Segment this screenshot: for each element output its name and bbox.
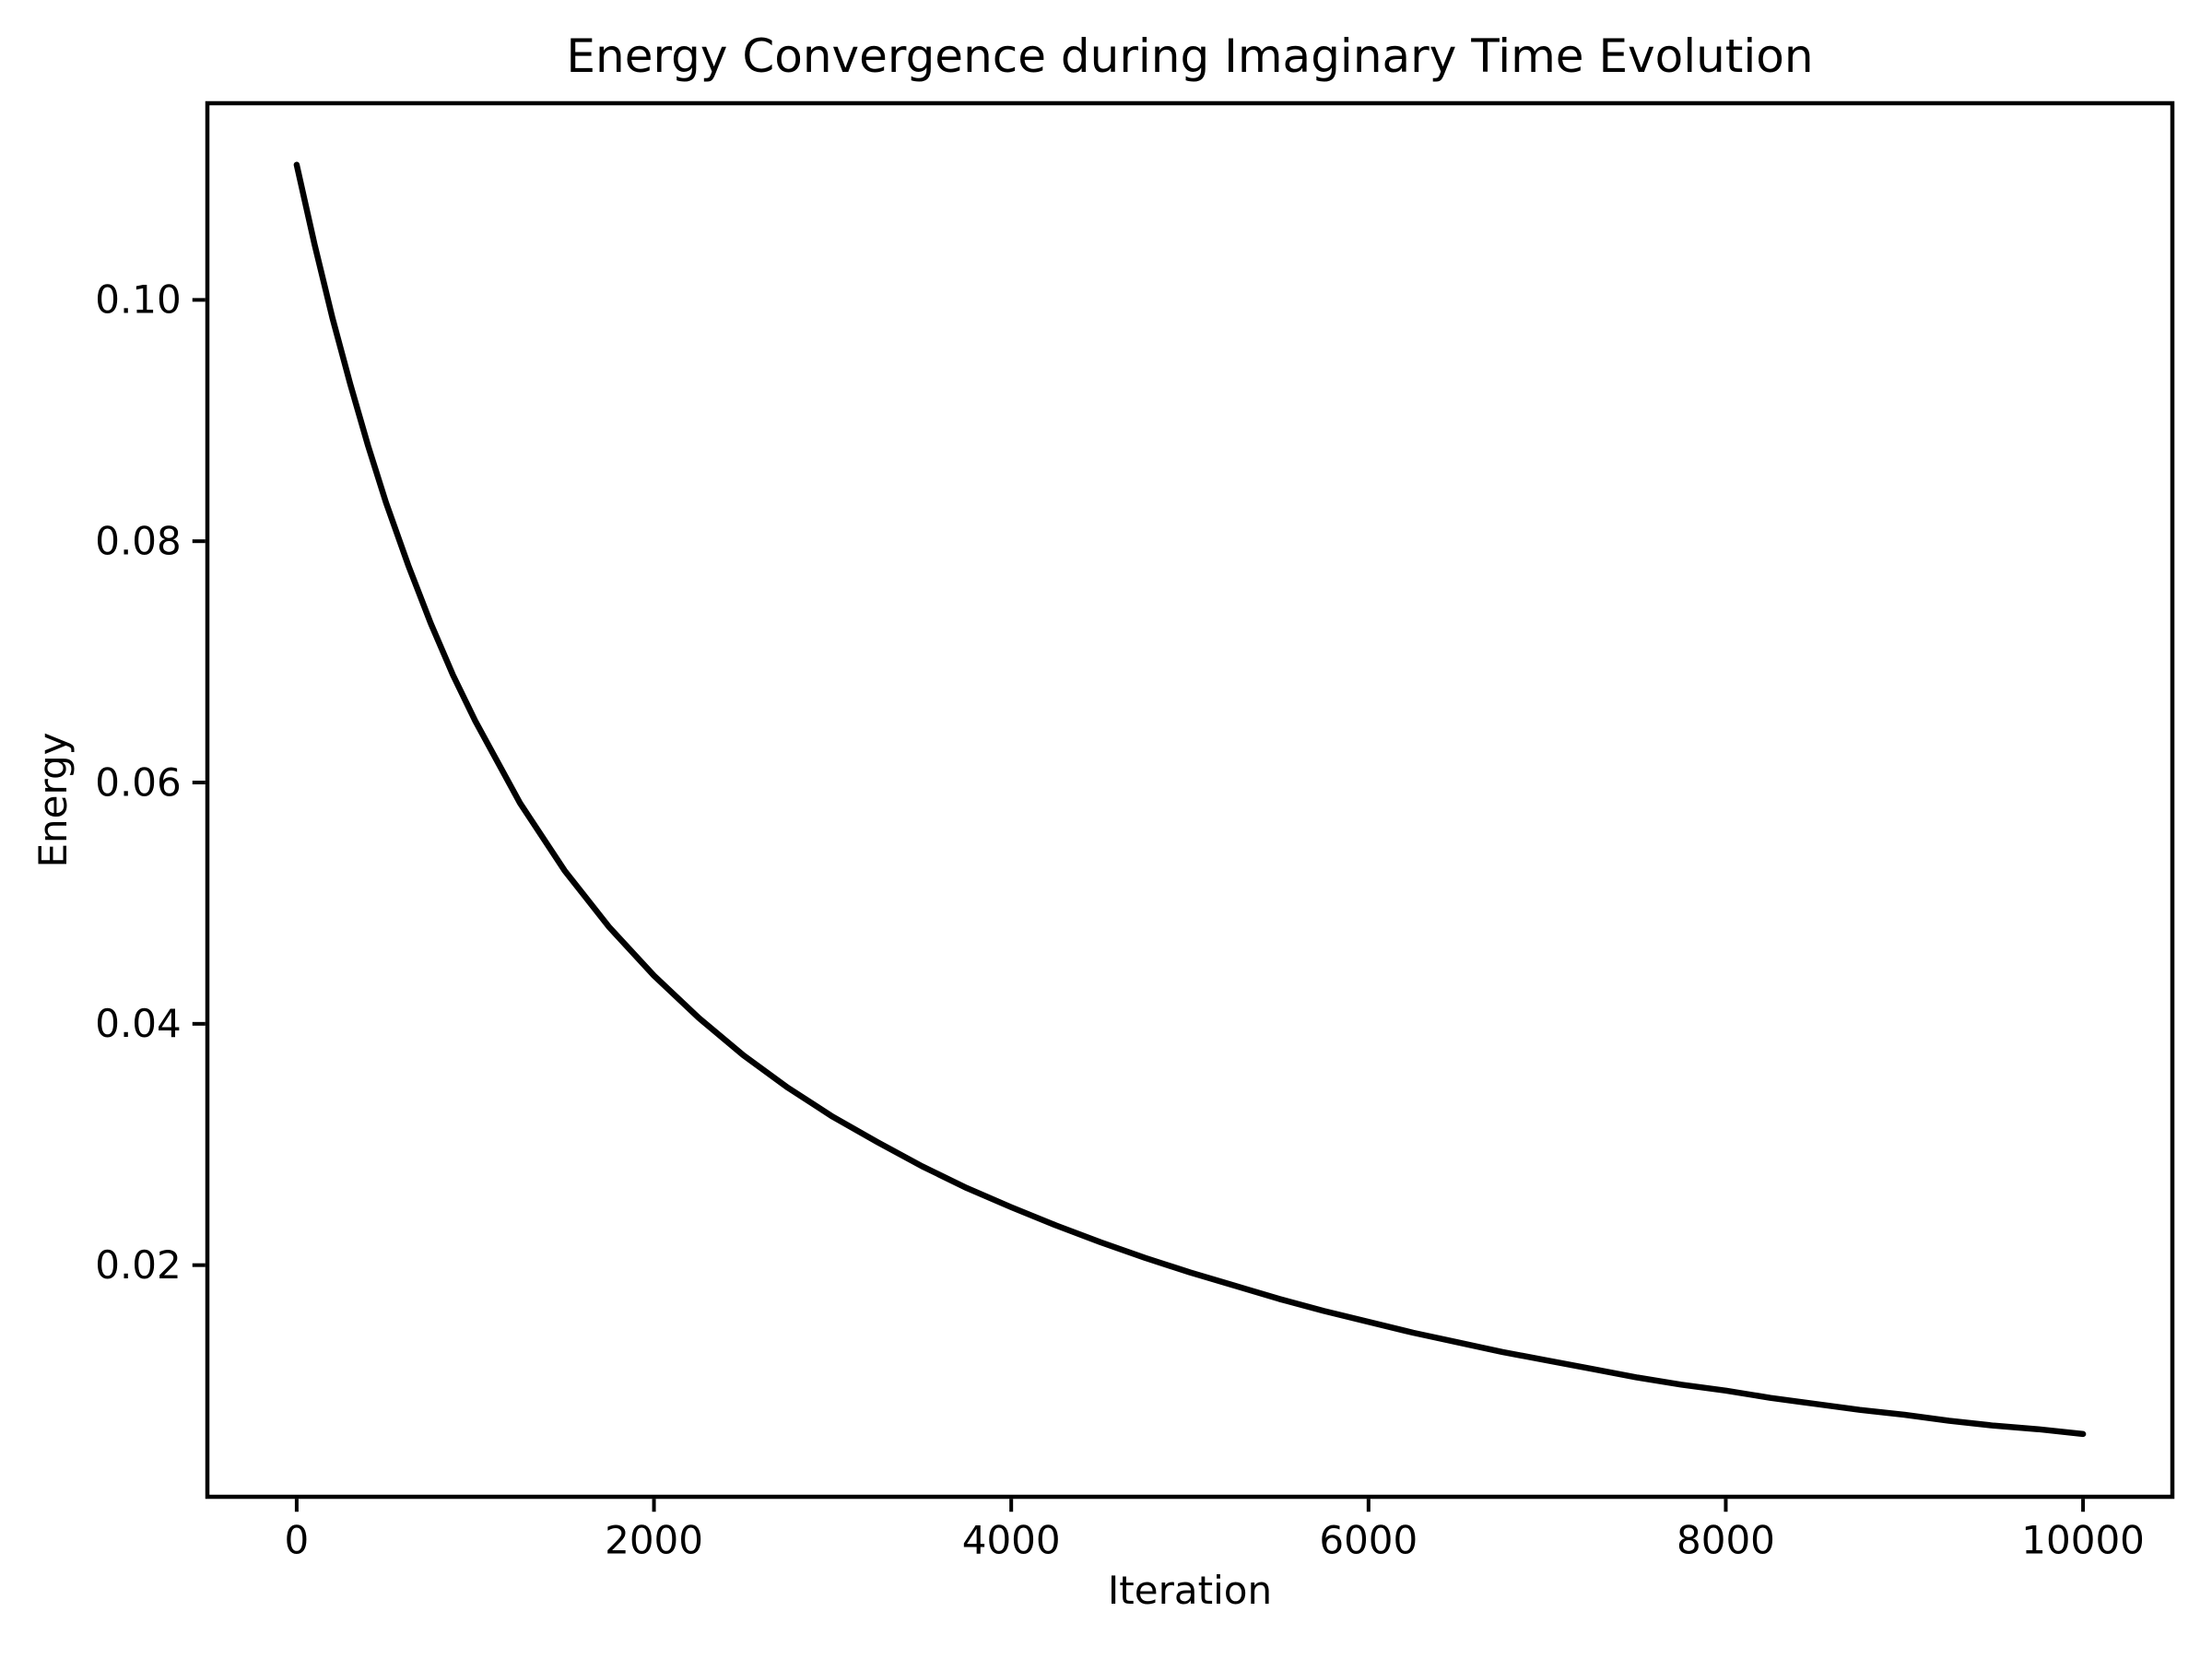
x-tick-label: 4000 (962, 1517, 1061, 1562)
y-tick-label: 0.04 (95, 1001, 182, 1046)
y-tick-label: 0.02 (95, 1242, 182, 1288)
chart-title: Energy Convergence during Imaginary Time… (566, 29, 1814, 83)
x-axis-label: Iteration (1107, 1568, 1273, 1613)
x-tick-label: 6000 (1319, 1517, 1418, 1562)
x-tick-label: 8000 (1677, 1517, 1775, 1562)
x-tick-label: 0 (285, 1517, 310, 1562)
y-tick-label: 0.10 (95, 277, 182, 323)
y-axis-label: Energy (30, 732, 76, 868)
y-tick-label: 0.08 (95, 518, 182, 563)
y-tick-label: 0.06 (95, 759, 182, 805)
x-tick-label: 2000 (605, 1517, 703, 1562)
plot-spines (205, 100, 2175, 1500)
x-tick-label: 10000 (2021, 1517, 2145, 1562)
energy-curve (293, 161, 2087, 1438)
